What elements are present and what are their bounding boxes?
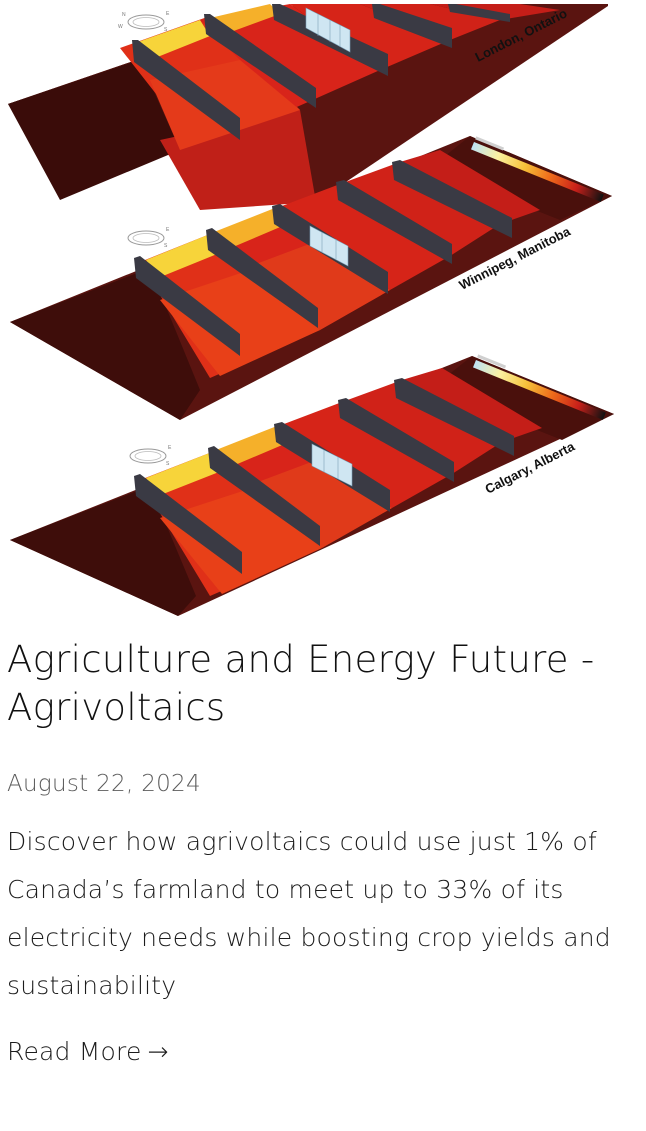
svg-text:S: S [164, 27, 168, 33]
svg-text:E: E [166, 227, 170, 233]
panel-london: N E W S London, Ontario [8, 4, 608, 210]
svg-text:E: E [168, 445, 172, 451]
irradiance-legend [471, 136, 604, 202]
compass-icon: E S [129, 445, 172, 467]
read-more-link[interactable]: Read More → [7, 1034, 169, 1070]
panel-winnipeg: E S Winnipeg, Manitoba [10, 136, 612, 420]
arrow-right-icon: → [147, 1037, 169, 1066]
compass-icon: E S [127, 227, 170, 249]
svg-text:S: S [164, 243, 168, 249]
irradiance-legend [473, 354, 606, 420]
read-more-label: Read More [7, 1037, 142, 1066]
svg-text:S: S [166, 461, 170, 467]
agrivoltaic-irradiance-figure: N E W S London, Ontario [8, 4, 614, 616]
compass-icon: N E W S [118, 11, 170, 33]
article-title[interactable]: Agriculture and Energy Future - Agrivolt… [7, 638, 595, 729]
svg-text:E: E [166, 11, 170, 17]
svg-text:W: W [118, 24, 123, 30]
svg-text:N: N [122, 12, 126, 18]
article-excerpt: Discover how agrivoltaics could use just… [7, 827, 611, 1000]
panel-calgary: E S Calgary, Alberta [10, 354, 614, 616]
article-date: August 22, 2024 [7, 771, 201, 797]
